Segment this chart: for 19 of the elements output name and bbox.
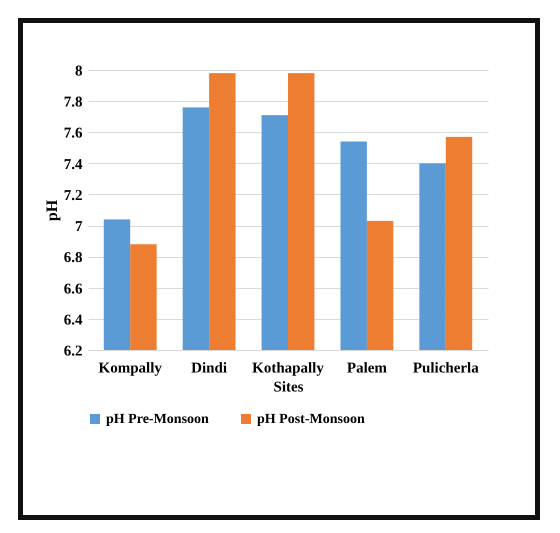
x-tick-label: Kompally <box>98 360 162 376</box>
y-tick-label: 7.4 <box>64 156 83 173</box>
y-tick-label: 6.8 <box>64 250 82 266</box>
y-tick-label: 6.4 <box>64 312 83 328</box>
x-tick-label: Palem <box>346 360 388 376</box>
x-tick-label: Dindi <box>191 360 228 376</box>
y-tick-label: 6.2 <box>64 344 82 360</box>
y-axis-title: pH <box>44 199 61 222</box>
y-tick-label: 7 <box>75 219 83 236</box>
y-tick-label: 6.6 <box>64 281 83 298</box>
y-tick-label: 7.2 <box>64 188 82 204</box>
y-tick-label: 7.8 <box>64 94 82 111</box>
x-axis-title: Sites <box>274 380 304 396</box>
x-tick-label: Kothapally <box>252 360 324 376</box>
x-tick-label: Pulicherla <box>412 360 480 376</box>
y-tick-label: 7.6 <box>64 126 83 142</box>
y-tick-label: 8 <box>75 64 82 80</box>
legend-label: pH Pre-Monsoon <box>106 412 210 427</box>
legend-label: pH Post-Monsoon <box>257 412 365 427</box>
